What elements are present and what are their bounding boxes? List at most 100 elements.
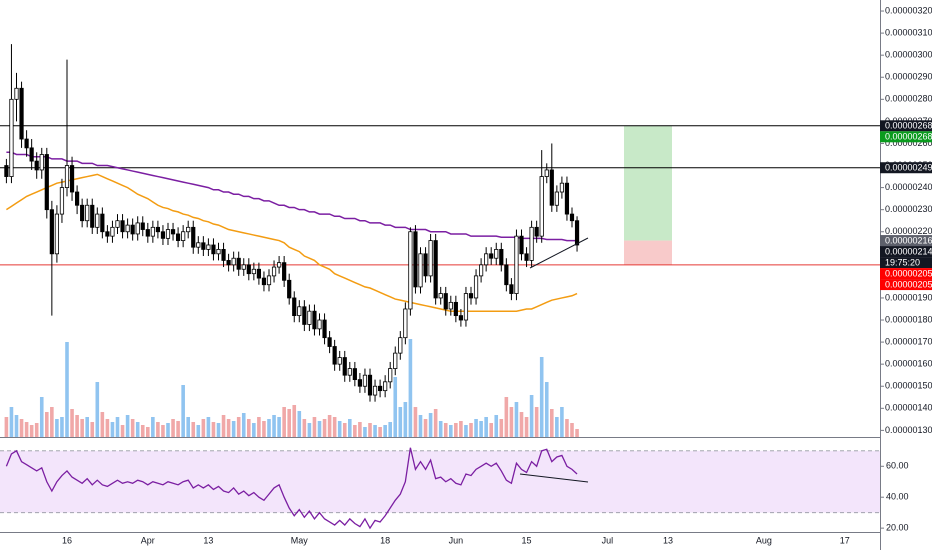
candle-body: [539, 176, 544, 237]
volume-bar: [504, 397, 509, 437]
volume-bar: [575, 429, 579, 437]
volume-bar: [140, 425, 145, 437]
volume-bar: [216, 423, 221, 437]
price-tag-bg: [880, 120, 932, 132]
volume-bar: [474, 419, 478, 437]
volume-bar: [403, 402, 408, 437]
volume-bar: [176, 421, 180, 437]
volume-bar: [60, 417, 64, 437]
volume-bar: [494, 415, 499, 437]
volume-bar: [428, 413, 433, 437]
volume-bar: [231, 421, 236, 437]
volume-bar: [519, 412, 524, 437]
price-tag-bg: [880, 162, 932, 174]
candle-body: [524, 253, 529, 261]
volume-bar: [85, 417, 89, 437]
candle-body: [266, 275, 272, 286]
candle-body: [418, 253, 423, 288]
volume-bar: [100, 412, 105, 437]
price-tick-label: 0.00000260: [885, 138, 932, 148]
candle-body: [120, 220, 125, 233]
candle-body: [534, 226, 539, 237]
candle-body: [24, 138, 29, 149]
candle-body: [423, 253, 428, 277]
volume-bar: [327, 415, 332, 437]
volume-bar: [307, 423, 312, 437]
candle-body: [69, 165, 75, 193]
candle-body: [322, 319, 327, 339]
candle-body: [332, 346, 337, 365]
candle-body: [428, 240, 433, 277]
candle-body: [95, 213, 100, 228]
volume-bar: [489, 423, 493, 437]
volume-bar: [75, 415, 79, 437]
candle-body: [165, 229, 171, 239]
candle-body: [499, 248, 504, 266]
price-tick-label: 0.00000230: [885, 204, 932, 214]
volume-bar: [312, 417, 317, 437]
candle-body: [494, 248, 499, 259]
volume-bar: [45, 412, 49, 437]
candle-body: [388, 368, 393, 383]
candle-body: [39, 154, 44, 171]
candle-body: [438, 293, 443, 299]
candle-body: [100, 213, 105, 233]
rsi-band: [0, 450, 880, 513]
volume-bar: [358, 422, 362, 437]
volume-bar: [211, 422, 216, 437]
candle-body: [544, 169, 549, 177]
candle-body: [307, 310, 312, 325]
volume-bar: [297, 411, 302, 437]
candle-body: [34, 160, 39, 171]
price-tag: 0.00000249: [885, 163, 932, 173]
price-tag: 0.00000205: [885, 268, 932, 278]
volume-bar: [115, 417, 120, 437]
candle-body: [4, 165, 9, 177]
candle-body: [468, 293, 474, 299]
candle-body: [362, 374, 368, 387]
candle-body: [246, 264, 251, 275]
price-tag: 0.00000205: [885, 279, 932, 289]
candle-body: [175, 233, 181, 241]
volume-bar: [55, 419, 59, 437]
volume-bar: [464, 425, 468, 437]
volume-bar: [287, 409, 291, 437]
candle-body: [297, 306, 302, 317]
candle-body: [201, 242, 206, 250]
volume-bar: [90, 422, 95, 437]
time-tick-label: May: [291, 535, 309, 545]
candle-body: [433, 240, 438, 299]
volume-bar: [70, 409, 74, 437]
trend-line: [529, 237, 589, 269]
candle-body: [251, 268, 256, 275]
volume-bar: [560, 407, 564, 437]
volume-bar: [252, 423, 256, 437]
volume-bar: [479, 421, 483, 437]
candle-body: [287, 279, 292, 299]
rsi-tick-label: 40.00: [886, 492, 909, 502]
candle-body: [206, 244, 211, 250]
candle-body: [509, 284, 514, 294]
candle-body: [504, 264, 509, 286]
price-tag-bg: [880, 246, 932, 258]
time-tick-label: 15: [522, 535, 532, 545]
price-tag: 0.00000216: [885, 235, 932, 245]
volume-bar: [529, 395, 534, 437]
candle-body: [59, 187, 65, 215]
candle-body: [478, 264, 484, 277]
price-tag-bg: [880, 279, 932, 291]
candle-body: [85, 204, 90, 222]
price-tag: 0.00000268: [885, 121, 932, 131]
rsi-line: [5, 447, 578, 530]
volume-bar: [201, 419, 206, 437]
volume-bar: [332, 417, 337, 437]
volume-bar: [14, 415, 19, 437]
volume-bar: [393, 377, 398, 437]
price-tick-label: 0.00000290: [885, 72, 932, 82]
candle-body: [271, 266, 277, 277]
volume-bar: [272, 415, 276, 437]
volume-bar: [322, 419, 327, 437]
volume-bar: [408, 339, 413, 437]
price-tick-label: 0.00000140: [885, 403, 932, 413]
